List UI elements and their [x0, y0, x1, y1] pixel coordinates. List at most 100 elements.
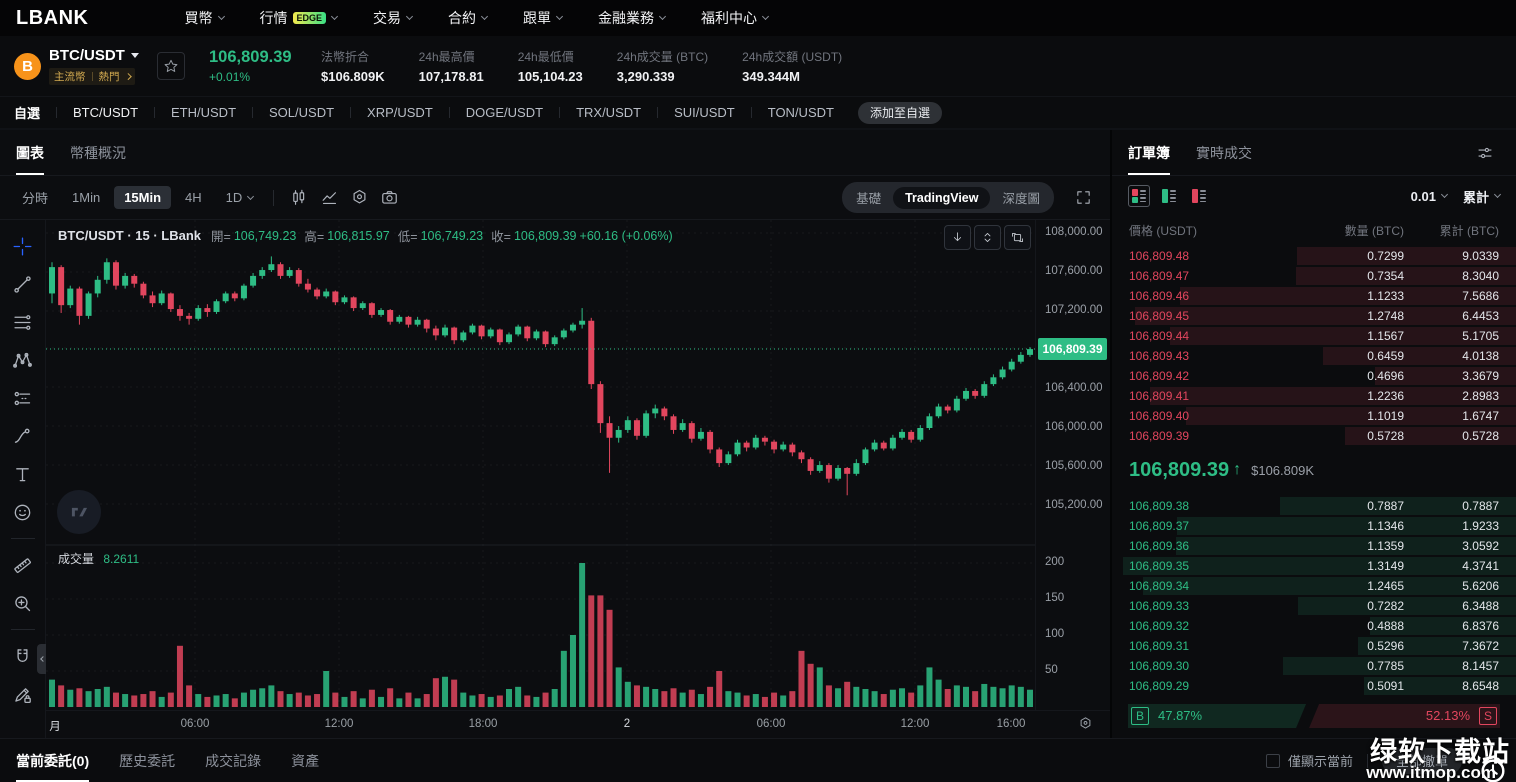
bid-row[interactable]: 106,809.29 0.5091 8.6548	[1112, 676, 1516, 696]
ohlc-legend: BTC/USDT · 15 · LBank 開= 106,749.23 高= 106…	[58, 226, 673, 245]
scroll-down-button[interactable]	[944, 225, 971, 250]
ask-row[interactable]: 106,809.39 0.5728 0.5728	[1112, 426, 1516, 446]
ask-row[interactable]: 106,809.42 0.4696 3.3679	[1112, 366, 1516, 386]
pair-item-btc-usdt[interactable]: BTC/USDT	[73, 105, 139, 120]
bid-row[interactable]: 106,809.36 1.1359 3.0592	[1112, 536, 1516, 556]
ask-row[interactable]: 106,809.44 1.1567 5.1705	[1112, 326, 1516, 346]
ask-row[interactable]: 106,809.48 0.7299 9.0339	[1112, 246, 1516, 266]
measure-tool-button[interactable]	[7, 549, 39, 581]
fib-lines-tool-button[interactable]	[7, 306, 39, 338]
timeframe-1min[interactable]: 1Min	[72, 190, 101, 205]
cumulative-select[interactable]: 累計	[1463, 187, 1502, 206]
mid-price-row[interactable]: 106,809.39 ↑ $106.809K	[1112, 446, 1516, 494]
pair-item-doge-usdt[interactable]: DOGE/USDT	[465, 105, 544, 120]
pair-item--[interactable]: 自選	[14, 106, 41, 121]
lock-drawings-button[interactable]	[7, 678, 39, 710]
chart-mode-基礎[interactable]: 基礎	[856, 192, 882, 206]
nav-item-1[interactable]: 買幣	[185, 8, 225, 28]
magnet-tool-button[interactable]	[7, 640, 39, 672]
time-axis[interactable]: 月 06:00 12:00 18:00 2 06:00 12:00 16:00	[46, 710, 1110, 738]
bid-row[interactable]: 106,809.35 1.3149 4.3741	[1112, 556, 1516, 576]
orderbook-tab-1[interactable]: 訂單簿	[1128, 130, 1170, 175]
bid-row[interactable]: 106,809.37 1.1346 1.9233	[1112, 516, 1516, 536]
reset-view-button[interactable]	[1004, 225, 1031, 250]
favorite-star-button[interactable]	[157, 52, 185, 80]
price-change: +0.01%	[209, 70, 251, 84]
nav-item-2[interactable]: 行情 EDGE	[260, 8, 339, 28]
fullscreen-button[interactable]	[1068, 184, 1098, 212]
orders-tab-2[interactable]: 歷史委託	[119, 752, 176, 769]
lbank-logo[interactable]: LBANK	[16, 6, 89, 29]
screenshot-button[interactable]	[374, 184, 404, 212]
chart-tab-1[interactable]: 圖表	[16, 130, 44, 175]
timeframe-15min[interactable]: 15Min	[114, 186, 172, 209]
chart-tab-2[interactable]: 幣種概況	[70, 144, 126, 161]
bid-row[interactable]: 106,809.34 1.2465 5.6206	[1112, 576, 1516, 596]
orders-tab-1[interactable]: 當前委託(0)	[16, 739, 90, 782]
unfold-scale-button[interactable]	[974, 225, 1001, 250]
ask-row[interactable]: 106,809.45 1.2748 6.4453	[1112, 306, 1516, 326]
bid-row[interactable]: 106,809.32 0.4888 6.8376	[1112, 616, 1516, 636]
chart-settings-button[interactable]	[344, 184, 374, 212]
candlestick-chart[interactable]	[46, 220, 1035, 710]
layout-asks-button[interactable]	[1188, 185, 1210, 207]
precision-select[interactable]: 0.01	[1411, 189, 1449, 204]
pair-item-trx-usdt[interactable]: TRX/USDT	[576, 105, 642, 120]
layout-bids-button[interactable]	[1158, 185, 1180, 207]
timeframe-分時[interactable]: 分時	[22, 191, 49, 206]
ask-row[interactable]: 106,809.47 0.7354 8.3040	[1112, 266, 1516, 286]
ask-row[interactable]: 106,809.46 1.1233 7.5686	[1112, 286, 1516, 306]
crosshair-tool-button[interactable]	[7, 230, 39, 262]
depth-bar	[1297, 247, 1516, 265]
pair-item-ton-usdt[interactable]: TON/USDT	[767, 105, 834, 120]
trend-line-tool-button[interactable]	[7, 268, 39, 300]
emoji-tool-button[interactable]	[7, 496, 39, 528]
indicator-icon	[322, 192, 336, 205]
chart-mode-深度圖[interactable]: 深度圖	[1002, 192, 1040, 206]
bid-row[interactable]: 106,809.30 0.7785 8.1457	[1112, 656, 1516, 676]
pattern-tool-button[interactable]	[7, 344, 39, 376]
candle-style-button[interactable]	[284, 184, 314, 212]
show-current-checkbox[interactable]	[1265, 753, 1280, 768]
bid-row[interactable]: 106,809.33 0.7282 6.3488	[1112, 596, 1516, 616]
price-axis[interactable]: 106,809.39 108,000.00 107,600.00 107,200.0…	[1035, 220, 1110, 710]
panel-divider[interactable]	[1110, 130, 1112, 738]
toolbar-collapse-handle[interactable]	[37, 644, 46, 674]
axis-settings-button[interactable]	[1077, 715, 1094, 737]
pair-item-sol-usdt[interactable]: SOL/USDT	[269, 105, 335, 120]
nav-item-6[interactable]: 金融業務	[598, 8, 667, 28]
timeframe-4h[interactable]: 4H	[185, 190, 202, 205]
orderbook-tab-2[interactable]: 實時成交	[1196, 144, 1252, 161]
orders-tab-4[interactable]: 資產	[291, 752, 320, 769]
ask-row[interactable]: 106,809.41 1.2236 2.8983	[1112, 386, 1516, 406]
symbol-tags[interactable]: 主流幣 熱門	[49, 68, 135, 85]
symbol-block[interactable]: BTC/USDT 主流幣 熱門	[49, 47, 153, 85]
cancel-all-button[interactable]: 全部撤單	[1381, 747, 1462, 774]
symbol-name[interactable]: BTC/USDT	[49, 47, 125, 64]
brush-tool-button[interactable]	[7, 420, 39, 452]
orderbook-settings-button[interactable]	[1470, 139, 1500, 167]
bid-row[interactable]: 106,809.38 0.7887 0.7887	[1112, 496, 1516, 516]
ask-row[interactable]: 106,809.40 1.1019 1.6747	[1112, 406, 1516, 426]
nav-item-7[interactable]: 福利中心	[701, 8, 770, 28]
orders-tab-3[interactable]: 成交記錄	[205, 752, 262, 769]
bid-row[interactable]: 106,809.31 0.5296 7.3672	[1112, 636, 1516, 656]
nav-item-5[interactable]: 跟單	[523, 8, 564, 28]
timeframe-1d[interactable]: 1D	[216, 186, 264, 209]
zoom-in-tool-button[interactable]	[7, 587, 39, 619]
nav-item-3[interactable]: 交易	[373, 8, 414, 28]
forecast-tool-button[interactable]	[7, 382, 39, 414]
symbol-caret-icon	[130, 53, 139, 58]
pair-item-xrp-usdt[interactable]: XRP/USDT	[367, 105, 433, 120]
ask-row[interactable]: 106,809.43 0.6459 4.0138	[1112, 346, 1516, 366]
add-to-favorites-button[interactable]: 添加至自選	[857, 101, 942, 124]
tradingview-logo[interactable]	[57, 490, 101, 534]
nav-item-4[interactable]: 合約	[448, 8, 489, 28]
chart-mode-tradingview[interactable]: TradingView	[893, 186, 991, 209]
layout-both-button[interactable]	[1128, 185, 1150, 207]
text-tool-button[interactable]	[7, 458, 39, 490]
indicators-button[interactable]	[314, 184, 344, 212]
pair-item-eth-usdt[interactable]: ETH/USDT	[171, 105, 237, 120]
pair-item-sui-usdt[interactable]: SUI/USDT	[674, 105, 735, 120]
chart-plot[interactable]: BTC/USDT · 15 · LBank 開= 106,749.23 高= 106…	[46, 220, 1035, 710]
